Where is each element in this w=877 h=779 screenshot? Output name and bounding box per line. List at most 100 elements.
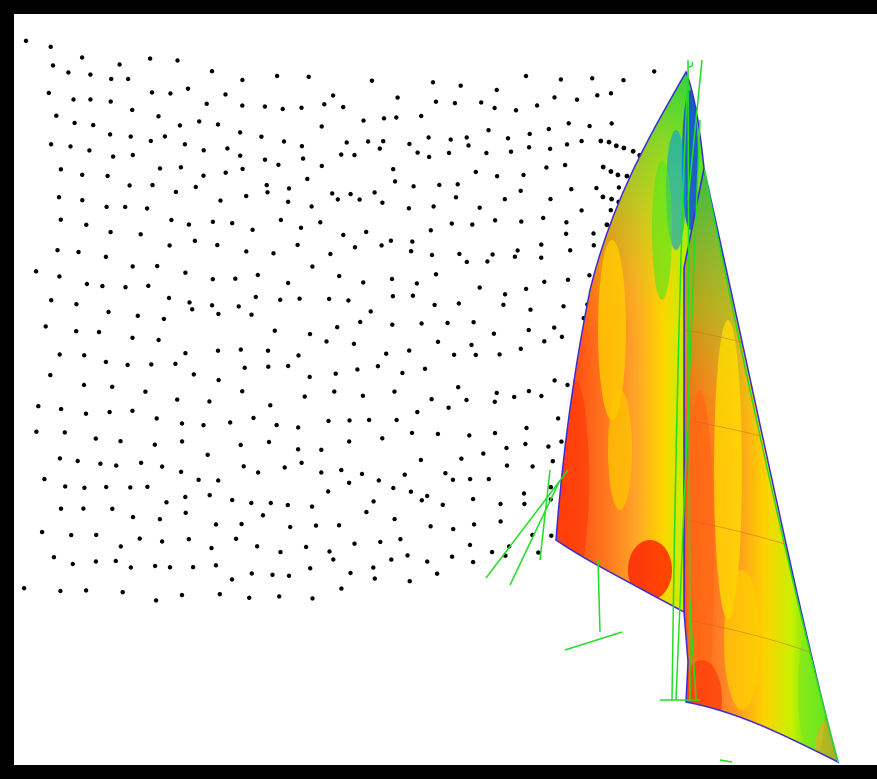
- flow-point: [415, 409, 420, 415]
- flow-point: [379, 243, 384, 248]
- flow-point: [137, 536, 142, 541]
- flow-point: [179, 439, 185, 444]
- flow-point: [422, 366, 428, 371]
- flow-point: [361, 118, 366, 123]
- flow-point: [91, 122, 96, 128]
- flow-point: [249, 312, 254, 317]
- flow-point: [366, 417, 372, 423]
- flow-point: [371, 499, 376, 504]
- flow-point: [276, 162, 281, 167]
- flow-point: [590, 76, 595, 81]
- flow-point: [98, 461, 103, 466]
- flow-point: [428, 524, 433, 529]
- flow-point: [564, 142, 570, 147]
- flow-point: [451, 352, 457, 357]
- flow-point: [82, 485, 87, 490]
- flow-point: [51, 555, 57, 560]
- flow-point: [207, 493, 212, 498]
- flow-point: [240, 103, 245, 108]
- flow-point: [217, 592, 222, 597]
- flow-point: [250, 227, 255, 232]
- flow-point: [253, 294, 258, 300]
- flow-point: [375, 364, 381, 369]
- render-viewport[interactable]: [14, 14, 877, 765]
- flow-point: [58, 217, 63, 222]
- flow-point: [183, 510, 188, 515]
- flow-point: [621, 145, 627, 151]
- flow-point: [515, 248, 520, 253]
- flow-point: [394, 115, 399, 120]
- flow-point: [274, 422, 279, 428]
- flow-point: [512, 254, 518, 259]
- flow-point: [541, 215, 546, 221]
- flow-point: [270, 572, 275, 577]
- flow-point: [348, 191, 353, 197]
- flow-point: [74, 329, 79, 334]
- flow-point: [146, 283, 151, 288]
- flow-point: [104, 204, 109, 210]
- flow-point: [486, 128, 491, 133]
- flow-point: [288, 524, 293, 530]
- flow-point: [21, 586, 27, 591]
- flow-point: [196, 477, 201, 482]
- flow-point: [376, 478, 381, 483]
- flow-point: [392, 179, 398, 184]
- flow-point: [216, 377, 221, 383]
- flow-point: [470, 222, 475, 227]
- flow-point: [405, 553, 410, 558]
- flow-point: [443, 471, 448, 476]
- flow-point: [552, 95, 557, 100]
- flow-point: [114, 463, 119, 468]
- flow-point: [341, 104, 346, 110]
- flow-point: [469, 342, 474, 348]
- flow-point: [280, 106, 285, 112]
- flow-point: [262, 157, 268, 162]
- flow-point: [539, 242, 544, 247]
- flow-point: [150, 182, 155, 188]
- flow-point: [481, 451, 486, 456]
- flow-point: [555, 416, 561, 421]
- flow-point: [268, 403, 273, 408]
- flow-point: [201, 173, 206, 178]
- flow-point: [548, 196, 553, 202]
- flow-point: [336, 523, 342, 528]
- flow-point: [384, 351, 389, 356]
- flow-point: [84, 281, 90, 287]
- flow-point: [324, 339, 329, 344]
- flow-point: [549, 533, 554, 538]
- flow-point: [87, 148, 92, 153]
- flow-point: [125, 76, 131, 82]
- flow-point: [491, 331, 497, 336]
- flow-point: [524, 425, 529, 431]
- flow-point: [358, 319, 363, 325]
- flow-point: [113, 558, 119, 564]
- flow-point: [238, 442, 243, 448]
- flow-point: [103, 254, 109, 259]
- flow-point: [426, 154, 432, 160]
- flow-point: [190, 307, 195, 312]
- flow-point: [157, 517, 163, 522]
- flow-point: [492, 105, 497, 111]
- flow-point: [130, 514, 136, 520]
- flow-point: [103, 359, 109, 365]
- flow-point: [455, 182, 460, 187]
- flow-point: [71, 97, 76, 102]
- flow-point: [467, 542, 473, 548]
- flow-point: [179, 421, 185, 426]
- flow-point: [546, 126, 551, 132]
- flow-point: [80, 172, 85, 177]
- flow-point: [456, 385, 461, 390]
- flow-point: [251, 415, 256, 421]
- flow-point: [128, 565, 133, 570]
- flow-point: [346, 480, 352, 485]
- flow-point: [285, 199, 291, 204]
- flow-point: [285, 280, 291, 286]
- flow-point: [378, 539, 383, 545]
- flow-point: [335, 325, 340, 330]
- flow-point: [569, 187, 574, 192]
- flow-point: [429, 252, 435, 258]
- flow-point: [306, 74, 311, 80]
- flow-point: [380, 436, 385, 441]
- flow-point: [621, 78, 626, 83]
- flow-point: [526, 388, 532, 394]
